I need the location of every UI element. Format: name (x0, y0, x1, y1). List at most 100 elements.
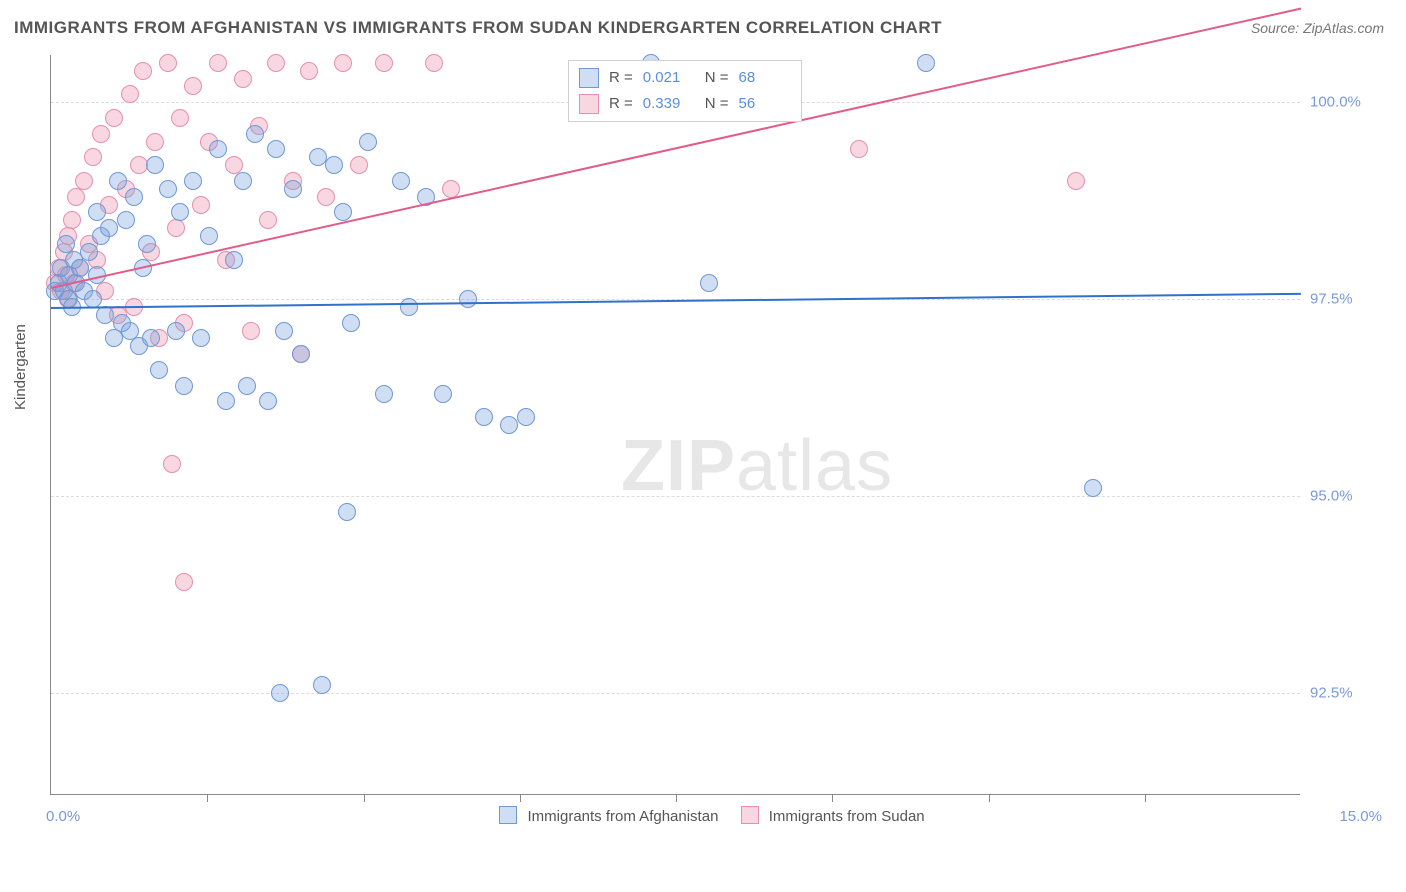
legend-n-label: N = (705, 65, 729, 91)
legend-label-sudan: Immigrants from Sudan (769, 808, 925, 825)
watermark-zip: ZIP (621, 426, 736, 506)
scatter-point (171, 203, 189, 221)
x-tick (832, 794, 833, 802)
scatter-point (100, 219, 118, 237)
scatter-point (334, 203, 352, 221)
scatter-point (700, 274, 718, 292)
scatter-point (259, 211, 277, 229)
scatter-point (117, 211, 135, 229)
legend-row-sudan: R = 0.339 N = 56 (579, 91, 791, 117)
legend-r-label: R = (609, 65, 633, 91)
scatter-point (88, 203, 106, 221)
scatter-point (475, 408, 493, 426)
scatter-point (209, 140, 227, 158)
scatter-point (338, 503, 356, 521)
scatter-point (134, 62, 152, 80)
scatter-point (159, 54, 177, 72)
scatter-point (238, 377, 256, 395)
legend-r-label: R = (609, 91, 633, 117)
plot-area: ZIPatlas 100.0%97.5%95.0%92.5% (50, 55, 1300, 795)
legend-label-afghanistan: Immigrants from Afghanistan (528, 808, 719, 825)
scatter-point (342, 314, 360, 332)
y-tick-label: 100.0% (1310, 94, 1396, 111)
scatter-point (142, 329, 160, 347)
scatter-point (184, 77, 202, 95)
scatter-point (71, 259, 89, 277)
scatter-point (125, 188, 143, 206)
scatter-point (359, 133, 377, 151)
scatter-point (275, 322, 293, 340)
scatter-point (175, 573, 193, 591)
scatter-point (850, 140, 868, 158)
y-axis-label: Kindergarten (12, 324, 29, 410)
scatter-point (392, 172, 410, 190)
scatter-point (267, 140, 285, 158)
scatter-point (375, 385, 393, 403)
scatter-point (192, 196, 210, 214)
scatter-point (271, 684, 289, 702)
legend-bottom: Immigrants from Afghanistan Immigrants f… (0, 806, 1406, 825)
scatter-point (292, 345, 310, 363)
scatter-point (517, 408, 535, 426)
scatter-point (92, 125, 110, 143)
legend-n-value-afghanistan: 68 (739, 65, 791, 91)
scatter-point (300, 62, 318, 80)
scatter-point (425, 54, 443, 72)
scatter-point (459, 290, 477, 308)
scatter-point (434, 385, 452, 403)
scatter-point (225, 251, 243, 269)
scatter-point (192, 329, 210, 347)
scatter-point (167, 219, 185, 237)
x-tick (989, 794, 990, 802)
y-tick-label: 92.5% (1310, 684, 1396, 701)
scatter-point (146, 156, 164, 174)
watermark: ZIPatlas (621, 425, 893, 507)
legend-swatch-afghanistan (579, 68, 599, 88)
scatter-point (375, 54, 393, 72)
trendline (51, 293, 1301, 309)
legend-correlation-box: R = 0.021 N = 68 R = 0.339 N = 56 (568, 60, 802, 122)
legend-swatch-sudan (741, 806, 759, 824)
scatter-point (334, 54, 352, 72)
scatter-point (313, 676, 331, 694)
scatter-point (267, 54, 285, 72)
legend-r-value-afghanistan: 0.021 (643, 65, 695, 91)
scatter-point (75, 172, 93, 190)
scatter-point (80, 243, 98, 261)
scatter-point (175, 377, 193, 395)
watermark-atlas: atlas (736, 426, 893, 506)
trendline (51, 8, 1301, 289)
legend-r-value-sudan: 0.339 (643, 91, 695, 117)
scatter-point (917, 54, 935, 72)
grid-line (51, 496, 1300, 497)
scatter-point (150, 361, 168, 379)
scatter-point (500, 416, 518, 434)
scatter-point (121, 85, 139, 103)
legend-row-afghanistan: R = 0.021 N = 68 (579, 65, 791, 91)
chart-title: IMMIGRANTS FROM AFGHANISTAN VS IMMIGRANT… (14, 18, 942, 38)
x-tick (520, 794, 521, 802)
scatter-point (209, 54, 227, 72)
scatter-point (200, 227, 218, 245)
grid-line (51, 693, 1300, 694)
scatter-point (234, 172, 252, 190)
scatter-point (1067, 172, 1085, 190)
scatter-point (400, 298, 418, 316)
x-tick (207, 794, 208, 802)
scatter-point (130, 156, 148, 174)
scatter-point (146, 133, 164, 151)
scatter-point (96, 306, 114, 324)
legend-n-value-sudan: 56 (739, 91, 791, 117)
y-tick-label: 95.0% (1310, 487, 1396, 504)
scatter-point (234, 70, 252, 88)
scatter-point (259, 392, 277, 410)
scatter-point (63, 211, 81, 229)
scatter-point (184, 172, 202, 190)
legend-n-label: N = (705, 91, 729, 117)
scatter-point (242, 322, 260, 340)
scatter-point (159, 180, 177, 198)
y-tick-label: 97.5% (1310, 291, 1396, 308)
scatter-point (246, 125, 264, 143)
scatter-point (84, 148, 102, 166)
scatter-point (109, 172, 127, 190)
